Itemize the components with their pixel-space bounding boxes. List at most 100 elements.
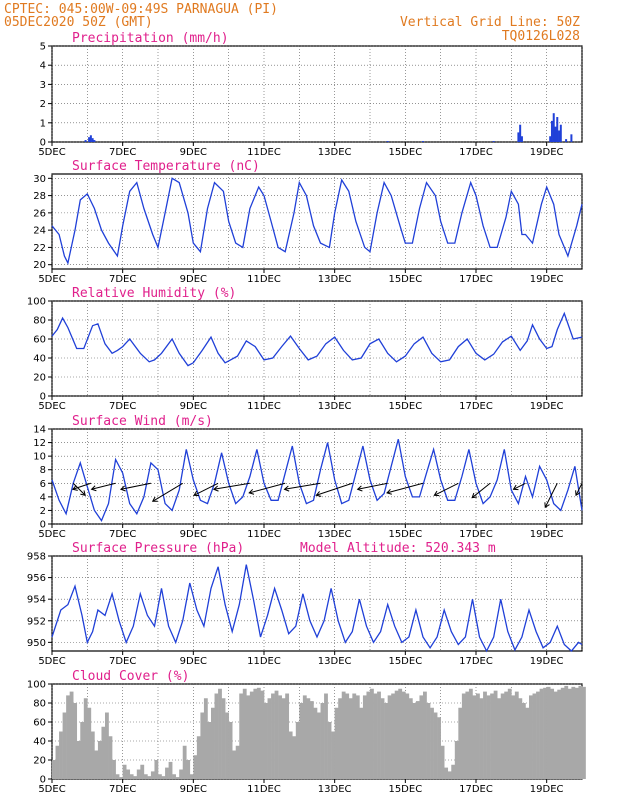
rh-ytick-label: 40 (33, 354, 46, 365)
precip-xtick-label: 17DEC (459, 147, 493, 158)
cloud-bar (394, 690, 399, 779)
temperature-panel: 20 22 24 26 28 30 5DEC 7DEC 9DEC 11DEC 13DEC 15DEC 1… (33, 159, 583, 285)
cloud-bar (207, 722, 212, 779)
cloud-bar (433, 712, 438, 779)
header-grid-line: Vertical Grid Line: 50Z (400, 15, 580, 30)
press-series-line (51, 564, 583, 653)
cloud-bar (476, 693, 480, 779)
press-xtick-label: 11DEC (247, 656, 281, 667)
cloud-bar (465, 691, 470, 779)
cloud-bar (228, 722, 233, 779)
precip-ytick-label: 2 (40, 99, 46, 110)
cloud-bar (281, 698, 286, 779)
cloud-bar (218, 688, 222, 779)
wind-xtick-label: 9DEC (180, 529, 207, 540)
cloud-xtick-label: 7DEC (109, 784, 136, 795)
cloud-bar (172, 774, 176, 779)
cloud-bar (52, 760, 56, 779)
cloud-bar (295, 722, 300, 779)
cloud-bar (384, 703, 388, 779)
cloud-bar (285, 693, 290, 779)
cloud-bar (331, 731, 335, 779)
wind-ytick-label: 12 (33, 438, 46, 449)
rh-ytick-label: 80 (33, 316, 46, 327)
temp-xtick-label: 13DEC (318, 274, 352, 285)
cloud-bar (186, 760, 191, 779)
wind-vector (513, 482, 526, 490)
precip-bar (549, 136, 552, 142)
cloud-bar (136, 769, 141, 779)
press-xtick-label: 15DEC (388, 656, 422, 667)
temp-ytick-label: 30 (33, 174, 46, 185)
precip-xtick-label: 19DEC (530, 147, 564, 158)
wind-vector-head (575, 490, 581, 497)
cloud-bar (158, 774, 162, 779)
precip-bar (84, 140, 87, 142)
rh-xtick-label: 5DEC (38, 401, 65, 412)
cloud-bar (309, 701, 314, 779)
wind-vector (72, 482, 92, 490)
precip-ytick-label: 1 (40, 118, 46, 129)
header-location: CPTEC: 045:00W-09:49S PARNAGUA (PI) (4, 2, 278, 17)
precip-bar (565, 139, 568, 142)
cloud-bar (514, 691, 519, 779)
cloud-bar (387, 695, 392, 779)
cloud-xtick-label: 19DEC (530, 784, 564, 795)
precip-bar (520, 136, 523, 142)
cloud-bar (546, 686, 551, 779)
cloud-bar (239, 693, 244, 779)
cloud-bar (196, 736, 201, 779)
cloud-bar (94, 750, 99, 779)
cloud-bar (398, 688, 403, 779)
wind-xtick-label: 17DEC (459, 529, 493, 540)
cloud-bar (147, 776, 152, 779)
press-annotation: Model Altitude: 520.343 m (300, 541, 496, 556)
cloud-bar (214, 693, 219, 779)
wind-ytick-label: 10 (33, 452, 46, 463)
cloud-bar (87, 707, 92, 779)
cloud-bar (327, 722, 332, 779)
precip-bar (570, 134, 573, 142)
cloud-bar (405, 693, 410, 779)
rh-xtick-label: 17DEC (459, 401, 493, 412)
wind-xtick-label: 11DEC (247, 529, 281, 540)
cloud-bar (564, 685, 569, 779)
cloud-bar (193, 755, 198, 779)
temp-xtick-label: 15DEC (388, 274, 422, 285)
cloud-bar (525, 707, 530, 779)
cloud-bar (80, 722, 85, 779)
press-ytick-label: 956 (27, 573, 46, 584)
temp-xtick-label: 19DEC (530, 274, 564, 285)
cloud-ytick-label: 20 (33, 756, 46, 767)
cloud-bar (362, 695, 367, 779)
press-ytick-label: 952 (27, 616, 46, 627)
cloud-bar (539, 688, 544, 779)
precip-bar (89, 135, 92, 142)
cloud-bar (175, 777, 180, 779)
cloud-bar (235, 745, 240, 779)
rh-frame (51, 300, 583, 397)
cloud-bar (348, 698, 353, 779)
press-xtick-label: 9DEC (180, 656, 207, 667)
cloud-bar (256, 687, 261, 779)
cloud-bar (366, 691, 371, 779)
cloud-xtick-label: 13DEC (318, 784, 352, 795)
rh-xtick-label: 19DEC (530, 401, 564, 412)
cloud-bar (423, 691, 427, 779)
cloud-bar (189, 774, 194, 779)
cloud-bar (302, 695, 307, 779)
precip-xtick-label: 5DEC (38, 147, 65, 158)
rh-ytick-label: 60 (33, 335, 46, 346)
wind-vector-head (119, 485, 126, 492)
wind-vector-head (151, 496, 158, 502)
wind-vector-head (471, 492, 478, 499)
cloud-bar (461, 693, 466, 779)
cloud-bar (426, 703, 431, 779)
wind-vector-head (90, 485, 97, 492)
wind-vector (434, 482, 459, 496)
cloud-bar (543, 687, 547, 779)
temp-xtick-label: 11DEC (247, 274, 281, 285)
cloud-bar (553, 691, 558, 779)
cloud-ytick-label: 60 (33, 718, 46, 729)
humidity-panel: 0 20 40 60 80 100 5DEC 7DEC 9DEC 11DEC 13DEC 15DEC 1… (27, 286, 583, 412)
